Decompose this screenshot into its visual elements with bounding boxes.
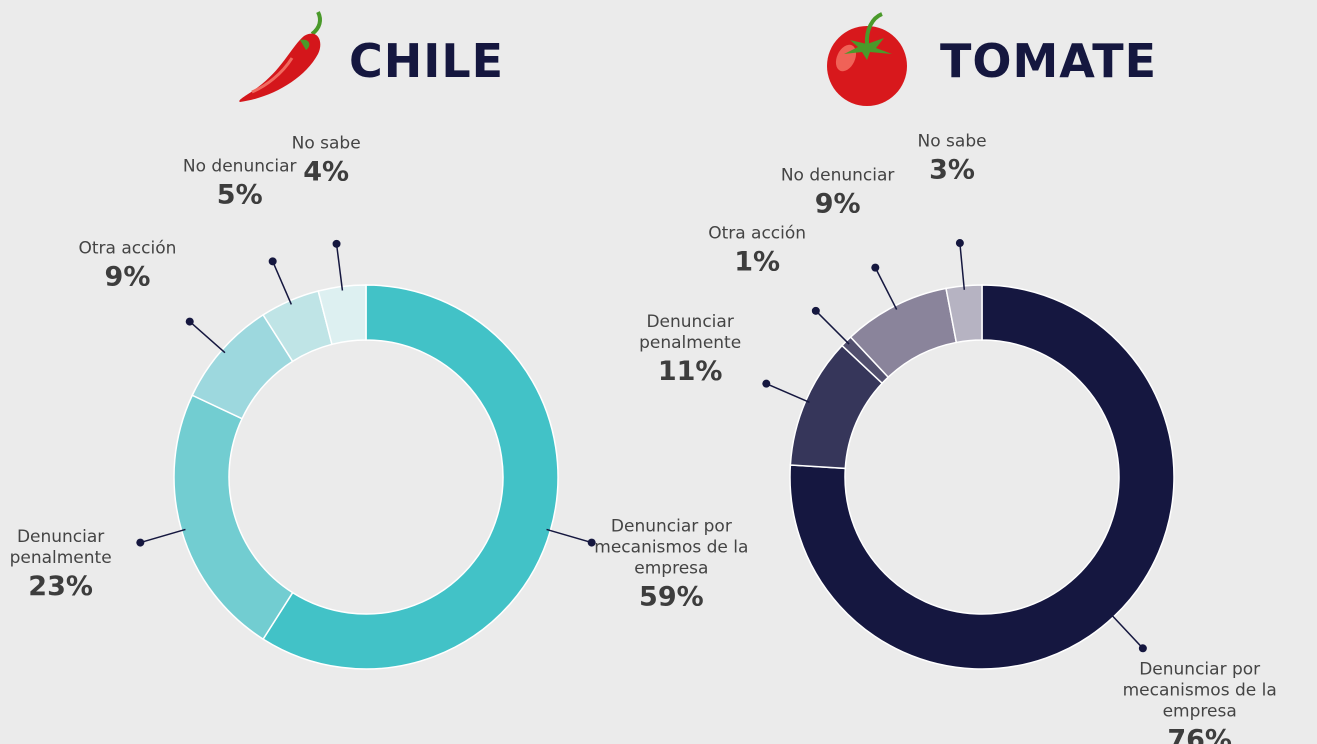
category-label: Denunciar por mecanismos de la empresa — [594, 516, 749, 579]
data-label: Denunciar penalmente 11% — [603, 312, 778, 390]
category-label: No denunciar — [182, 156, 297, 177]
leader-line — [546, 528, 592, 544]
leader-line — [271, 261, 293, 305]
leader-line — [335, 243, 344, 291]
donut-slice — [262, 284, 559, 670]
tomato-icon — [827, 12, 907, 106]
donut-slice — [173, 394, 294, 641]
data-label: Denunciar penalmente 23% — [0, 527, 148, 605]
leader-dot — [811, 306, 820, 315]
data-label: Denunciar por mecanismos de la empresa 76… — [1112, 659, 1287, 744]
data-label: Denunciar por mecanismos de la empresa 59… — [584, 516, 759, 615]
leader-line — [959, 242, 966, 290]
leader-line — [1110, 613, 1144, 649]
data-label: No sabe 4% — [239, 133, 414, 190]
leader-dot — [332, 239, 341, 248]
category-label: Otra acción — [78, 238, 177, 259]
value-label: 76% — [1167, 724, 1232, 744]
value-label: 11% — [657, 355, 723, 387]
data-label: Otra acción 9% — [40, 238, 215, 295]
value-label: 1% — [734, 246, 781, 278]
donut-slice — [789, 284, 1175, 670]
data-label: No denunciar 9% — [750, 165, 925, 222]
value-label: 23% — [28, 570, 93, 602]
leader-dot — [955, 239, 964, 248]
value-label: 9% — [104, 261, 151, 293]
leader-line — [189, 321, 226, 354]
data-label: No sabe 3% — [865, 132, 1040, 189]
category-label: No sabe — [291, 133, 361, 153]
value-label: 59% — [639, 581, 704, 613]
leader-dot — [762, 379, 771, 388]
data-label: Otra acción 1% — [670, 224, 845, 281]
leader-dot — [871, 263, 880, 272]
value-label: 9% — [814, 188, 861, 220]
leader-dot — [185, 317, 194, 326]
category-label: No sabe — [917, 131, 987, 152]
data-label: No denunciar 5% — [152, 157, 327, 214]
leader-dot — [136, 538, 145, 547]
leader-dot — [1138, 644, 1147, 653]
value-label: 3% — [929, 154, 975, 186]
category-label: Denunciar por mecanismos de la empresa — [1122, 659, 1277, 722]
category-label: No denunciar — [780, 165, 895, 186]
chart-title: TOMATE — [940, 34, 1158, 88]
chart-title: CHILE — [349, 34, 505, 88]
category-label: Denunciar penalmente — [639, 311, 742, 353]
leader-line — [140, 528, 186, 544]
category-label: Otra acción — [708, 223, 807, 244]
leader-line — [815, 310, 850, 345]
leader-dot — [268, 257, 277, 266]
donut-slice — [945, 284, 983, 344]
value-label: 5% — [216, 179, 263, 211]
leader-line — [874, 267, 898, 310]
leader-line — [766, 382, 810, 404]
category-label: Denunciar penalmente — [9, 526, 112, 568]
chile-icon — [239, 11, 322, 102]
value-label: 4% — [303, 156, 350, 187]
donut-slice — [317, 284, 367, 346]
leader-dot — [587, 538, 596, 547]
